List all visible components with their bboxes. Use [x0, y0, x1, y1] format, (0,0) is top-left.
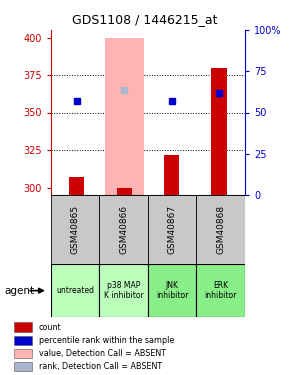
Text: p38 MAP
K inhibitor: p38 MAP K inhibitor [104, 281, 144, 300]
Text: GSM40868: GSM40868 [216, 205, 225, 254]
Text: JNK
inhibitor: JNK inhibitor [156, 281, 188, 300]
Bar [197, 195, 245, 264]
Text: percentile rank within the sample: percentile rank within the sample [39, 336, 174, 345]
Bar [105, 38, 144, 195]
Bar [14, 349, 32, 358]
Bar [14, 322, 32, 332]
Text: GSM40865: GSM40865 [70, 205, 79, 254]
Bar [197, 264, 245, 317]
Bar [14, 336, 32, 345]
Text: value, Detection Call = ABSENT: value, Detection Call = ABSENT [39, 349, 166, 358]
Bar [211, 68, 226, 195]
Text: GSM40866: GSM40866 [119, 205, 128, 254]
Text: untreated: untreated [56, 286, 94, 295]
Bar [148, 264, 196, 317]
Text: ERK
inhibitor: ERK inhibitor [204, 281, 237, 300]
Bar [51, 264, 99, 317]
Bar [14, 362, 32, 371]
Text: GDS1108 / 1446215_at: GDS1108 / 1446215_at [72, 13, 218, 26]
Bar [69, 177, 84, 195]
Bar [51, 195, 99, 264]
Text: count: count [39, 322, 61, 332]
Bar [164, 154, 179, 195]
Text: agent: agent [4, 286, 35, 296]
Bar [148, 195, 196, 264]
Bar [99, 195, 148, 264]
Text: GSM40867: GSM40867 [168, 205, 177, 254]
Text: rank, Detection Call = ABSENT: rank, Detection Call = ABSENT [39, 362, 162, 371]
Bar [117, 188, 132, 195]
Bar [99, 264, 148, 317]
